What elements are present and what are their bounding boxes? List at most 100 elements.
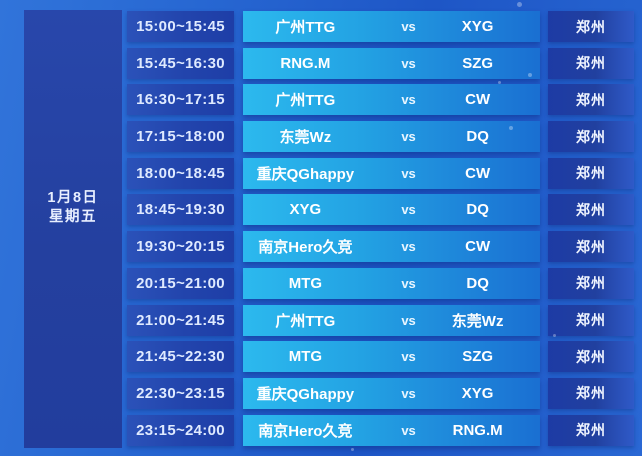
team2-name: CW [465, 91, 491, 109]
vs-label: vs [401, 165, 416, 181]
match-row: 16:30~17:15 广州TTG vs CW 郑州 [127, 84, 634, 116]
vs-label: vs [401, 349, 416, 365]
time-slot: 15:45~16:30 [127, 47, 234, 79]
time-text: 23:15~24:00 [136, 421, 225, 439]
time-slot: 18:00~18:45 [127, 157, 234, 189]
match-row: 19:30~20:15 南京Hero久竞 vs CW 郑州 [127, 231, 634, 263]
venue-text: 郑州 [576, 128, 606, 145]
time-text: 18:00~18:45 [136, 164, 225, 182]
vs-label: vs [401, 422, 416, 438]
team1-name: MTG [288, 274, 323, 292]
sparkle-decoration [528, 73, 532, 77]
venue-text: 郑州 [576, 18, 606, 35]
vs-label: vs [401, 202, 416, 218]
time-text: 15:45~16:30 [136, 54, 225, 72]
time-slot: 16:30~17:15 [127, 84, 234, 116]
time-text: 18:45~19:30 [136, 201, 225, 219]
team1-name: MTG [288, 348, 323, 366]
time-slot: 21:00~21:45 [127, 304, 234, 336]
time-slot: 17:15~18:00 [127, 121, 234, 153]
team2-name: DQ [466, 201, 489, 219]
date-panel: 1月8日 星期五 [24, 10, 122, 448]
vs-label: vs [401, 385, 416, 401]
team1-name: 东莞Wz [279, 129, 332, 147]
venue-tag: 郑州 [548, 47, 634, 79]
venue-tag: 郑州 [548, 84, 634, 116]
team1-name: 重庆QGhappy [256, 385, 355, 403]
time-slot: 18:45~19:30 [127, 194, 234, 226]
time-text: 17:15~18:00 [136, 128, 225, 146]
matchup-bar: MTG vs SZG [243, 341, 540, 373]
team2-name: DQ [466, 128, 489, 146]
time-text: 16:30~17:15 [136, 91, 225, 109]
venue-text: 郑州 [576, 275, 606, 292]
venue-text: 郑州 [576, 385, 606, 402]
time-slot: 23:15~24:00 [127, 414, 234, 446]
venue-text: 郑州 [576, 91, 606, 108]
venue-tag: 郑州 [548, 377, 634, 409]
venue-tag: 郑州 [548, 231, 634, 263]
time-text: 15:00~15:45 [136, 18, 225, 35]
team1-name: 南京Hero久竞 [258, 239, 353, 257]
venue-text: 郑州 [576, 55, 606, 72]
vs-label: vs [401, 312, 416, 328]
date-day: 1月8日 [47, 189, 99, 206]
match-row: 21:45~22:30 MTG vs SZG 郑州 [127, 341, 634, 373]
matchup-bar: XYG vs DQ [243, 194, 540, 226]
venue-text: 郑州 [576, 201, 606, 218]
match-row: 15:00~15:45 广州TTG vs XYG 郑州 [127, 11, 634, 42]
venue-tag: 郑州 [548, 341, 634, 373]
vs-label: vs [401, 239, 416, 255]
matchup-bar: 南京Hero久竞 vs RNG.M [243, 414, 540, 446]
time-slot: 15:00~15:45 [127, 11, 234, 42]
team1-name: XYG [289, 201, 322, 219]
matchup-bar: 重庆QGhappy vs XYG [243, 377, 540, 409]
team2-name: SZG [462, 348, 494, 366]
venue-text: 郑州 [576, 165, 606, 182]
team2-name: CW [465, 164, 491, 182]
time-text: 19:30~20:15 [136, 238, 225, 256]
venue-text: 郑州 [576, 312, 606, 328]
team2-name: CW [465, 238, 491, 256]
team1-name: 广州TTG [275, 92, 336, 110]
matchup-bar: 东莞Wz vs DQ [243, 121, 540, 153]
venue-tag: 郑州 [548, 121, 634, 153]
vs-label: vs [401, 55, 416, 71]
venue-tag: 郑州 [548, 304, 634, 336]
sparkle-decoration [498, 81, 501, 84]
vs-label: vs [401, 129, 416, 145]
venue-text: 郑州 [576, 348, 606, 365]
matchup-bar: 广州TTG vs 东莞Wz [243, 304, 540, 336]
venue-tag: 郑州 [548, 267, 634, 299]
team2-name: XYG [461, 18, 494, 35]
team1-name: 广州TTG [275, 312, 336, 330]
match-row: 17:15~18:00 东莞Wz vs DQ 郑州 [127, 121, 634, 153]
team1-name: RNG.M [280, 54, 331, 72]
sparkle-decoration [509, 126, 513, 130]
time-slot: 22:30~23:15 [127, 377, 234, 409]
venue-tag: 郑州 [548, 11, 634, 42]
sparkle-decoration [517, 2, 522, 7]
sparkle-decoration [351, 448, 354, 451]
match-rows: 15:00~15:45 广州TTG vs XYG 郑州 15:45~16:30 … [127, 11, 634, 446]
team2-name: DQ [466, 274, 489, 292]
venue-tag: 郑州 [548, 194, 634, 226]
date-text: 1月8日 星期五 [47, 189, 98, 228]
vs-label: vs [401, 92, 416, 108]
sparkle-decoration [553, 334, 556, 337]
match-row: 21:00~21:45 广州TTG vs 东莞Wz 郑州 [127, 304, 634, 336]
match-row: 18:00~18:45 重庆QGhappy vs CW 郑州 [127, 157, 634, 189]
time-text: 21:45~22:30 [136, 348, 225, 366]
match-row: 22:30~23:15 重庆QGhappy vs XYG 郑州 [127, 377, 634, 409]
vs-label: vs [401, 19, 416, 34]
team1-name: 广州TTG [275, 19, 336, 36]
match-row: 18:45~19:30 XYG vs DQ 郑州 [127, 194, 634, 226]
match-row: 15:45~16:30 RNG.M vs SZG 郑州 [127, 47, 634, 79]
time-slot: 20:15~21:00 [127, 267, 234, 299]
team2-name: SZG [462, 54, 494, 72]
matchup-bar: RNG.M vs SZG [243, 47, 540, 79]
venue-text: 郑州 [576, 238, 606, 255]
team2-name: XYG [461, 384, 494, 402]
venue-text: 郑州 [576, 422, 606, 439]
